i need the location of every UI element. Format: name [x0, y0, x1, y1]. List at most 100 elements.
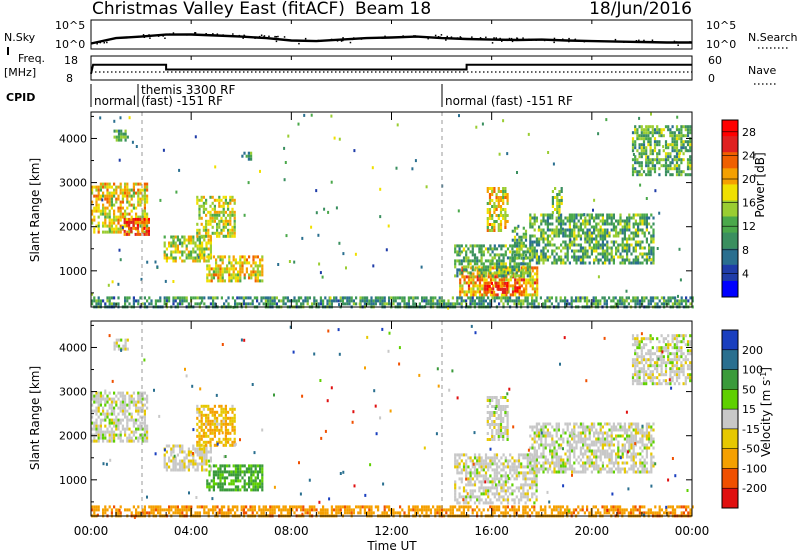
heatmap-cell	[500, 468, 503, 472]
heatmap-cell	[619, 299, 622, 303]
heatmap-cell	[416, 296, 419, 300]
heatmap-cell	[115, 227, 118, 231]
heatmap-cell	[196, 453, 199, 457]
heatmap-cell	[498, 253, 501, 257]
heatmap-cell	[680, 134, 683, 138]
heatmap-cell	[247, 157, 250, 161]
heatmap-cell	[91, 415, 94, 419]
heatmap-cell	[640, 167, 643, 171]
heatmap-cell	[181, 296, 184, 300]
heatmap-cell	[535, 422, 538, 426]
heatmap-cell	[525, 290, 528, 294]
heatmap-cell	[465, 483, 468, 487]
heatmap-cell	[506, 199, 509, 202]
heatmap-cell	[163, 462, 166, 466]
heatmap-cell	[515, 495, 518, 499]
heatmap-cell	[172, 465, 175, 469]
heatmap-cell	[130, 394, 133, 398]
heatmap-cell	[223, 470, 226, 474]
heatmap-cell	[176, 468, 179, 472]
heatmap-cell	[678, 131, 681, 135]
heatmap-cell	[203, 247, 206, 251]
heatmap-cell	[650, 240, 653, 244]
heatmap-cell	[575, 234, 578, 238]
heatmap-cell	[604, 219, 607, 223]
heatmap-cell	[637, 225, 640, 229]
heatmap-cell	[497, 405, 500, 408]
heatmap-cell	[582, 228, 585, 232]
heatmap-cell	[300, 296, 303, 300]
heatmap-cell	[542, 252, 545, 256]
heatmap-cell	[99, 209, 102, 213]
heatmap-cell	[506, 290, 509, 294]
heatmap-cell	[250, 273, 253, 277]
heatmap-cell	[487, 290, 490, 294]
heatmap-cell	[667, 155, 670, 159]
heatmap-cell	[124, 188, 127, 192]
heatmap-cell	[368, 299, 371, 303]
heatmap-cell	[504, 226, 507, 229]
heatmap-cell	[499, 420, 503, 423]
heatmap-cell	[239, 470, 242, 474]
heatmap-cell	[254, 270, 257, 274]
heatmap-cell	[689, 155, 692, 159]
nsky-point	[427, 37, 429, 40]
heatmap-cell	[529, 293, 532, 297]
cpid-segment-1: normal	[94, 94, 136, 108]
heatmap-cell	[641, 252, 644, 256]
heatmap-cell	[639, 246, 642, 250]
heatmap-cell	[478, 247, 481, 251]
heatmap-cell	[634, 302, 637, 306]
heatmap-cell	[174, 235, 177, 239]
heatmap-cell	[669, 155, 672, 159]
heatmap-cell	[551, 213, 554, 217]
heatmap-cell	[200, 195, 203, 199]
heatmap-cell	[531, 240, 534, 244]
heatmap-cell	[126, 409, 129, 413]
heatmap-cell	[179, 450, 182, 454]
heatmap-cell	[577, 255, 580, 259]
heatmap-cell	[248, 476, 251, 480]
heatmap-cell	[604, 222, 607, 226]
heatmap-cell	[684, 134, 687, 138]
heatmap-cell	[653, 143, 657, 147]
heatmap-cell	[557, 255, 560, 259]
heatmap-cell	[640, 152, 643, 156]
heatmap-cell	[401, 299, 404, 303]
heatmap-cell	[126, 194, 129, 198]
heatmap-cell	[525, 293, 528, 297]
heatmap-cell	[523, 289, 526, 293]
heatmap-cell	[147, 220, 150, 224]
heatmap-cell	[308, 296, 311, 300]
heatmap-cell	[568, 225, 571, 229]
heatmap-cell	[493, 256, 496, 260]
heatmap-cell	[560, 258, 563, 262]
heatmap-cell	[213, 422, 216, 426]
heatmap-cell	[522, 268, 525, 272]
heatmap-cell	[478, 281, 482, 285]
heatmap-cell	[549, 449, 552, 453]
heatmap-cell	[478, 250, 481, 254]
heatmap-cell	[201, 253, 204, 257]
heatmap-cell	[124, 215, 127, 219]
heatmap-cell	[568, 213, 571, 217]
heatmap-cell	[493, 426, 496, 429]
heatmap-cell	[137, 215, 140, 219]
heatmap-cell	[504, 214, 507, 217]
heatmap-cell	[544, 440, 547, 444]
heatmap-cell	[130, 412, 133, 416]
heatmap-cell	[196, 428, 199, 432]
heatmap-cell	[636, 170, 639, 174]
heatmap-cell	[132, 430, 135, 434]
heatmap-cell	[502, 259, 505, 263]
heatmap-cell	[678, 134, 681, 138]
heatmap-cell	[526, 498, 529, 502]
heatmap-cell	[205, 419, 208, 423]
nsky-point	[116, 37, 119, 39]
heatmap-cell	[97, 224, 100, 228]
heatmap-cell	[215, 270, 218, 274]
heatmap-cell	[113, 129, 116, 133]
heatmap-cell	[493, 411, 496, 414]
heatmap-cell	[536, 281, 539, 285]
heatmap-cell	[128, 232, 131, 236]
